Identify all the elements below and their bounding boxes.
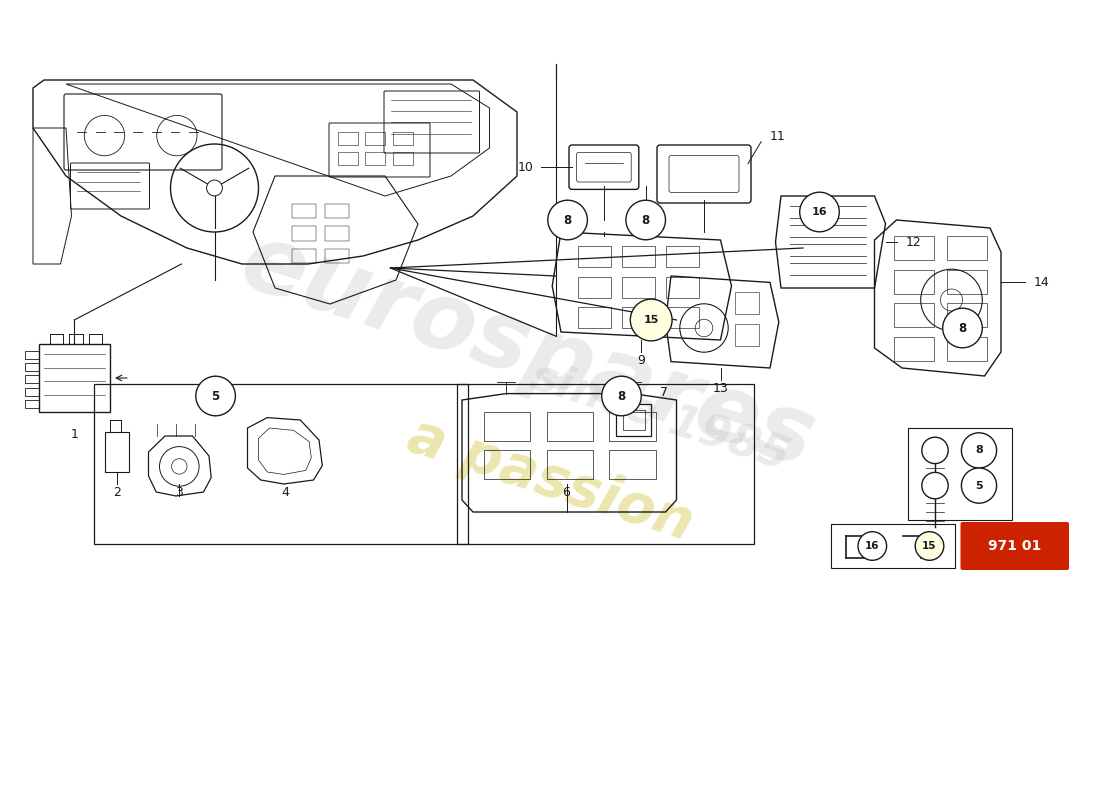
Bar [666,307,698,328]
Text: 15: 15 [922,541,937,551]
Text: 13: 13 [713,382,728,394]
Bar [25,350,39,359]
Bar [324,204,349,218]
Bar [104,432,129,472]
Bar [25,387,39,396]
Bar [484,412,530,441]
Bar [666,246,698,267]
Bar [338,152,358,165]
Bar [621,307,654,328]
Bar [338,132,358,145]
Text: 8: 8 [958,322,967,334]
Bar [894,337,934,361]
Text: 8: 8 [617,390,626,402]
Bar [623,410,645,430]
Text: 12: 12 [905,235,921,249]
Circle shape [922,472,948,499]
Bar [365,152,385,165]
Circle shape [548,200,587,240]
Bar [947,270,987,294]
Bar [292,226,316,241]
Text: 3: 3 [175,486,184,498]
FancyBboxPatch shape [960,522,1069,570]
Circle shape [961,433,997,468]
Bar [616,404,651,436]
Bar [578,307,610,328]
Text: a passion: a passion [400,409,700,551]
Bar [324,226,349,241]
Text: eurospares: eurospares [230,216,826,488]
Circle shape [626,200,666,240]
Bar [735,324,759,346]
Bar [666,277,698,298]
Text: 8: 8 [563,214,572,226]
Text: 8: 8 [641,214,650,226]
Circle shape [858,532,887,560]
Text: 9: 9 [637,354,645,366]
Circle shape [630,299,672,341]
Bar [292,249,316,263]
Circle shape [915,532,944,560]
Bar [324,249,349,263]
Bar [39,344,110,412]
Bar [947,337,987,361]
Text: 11: 11 [770,130,785,142]
Bar [621,277,654,298]
Circle shape [961,468,997,503]
Bar [894,236,934,260]
Text: since 1985: since 1985 [526,354,794,478]
Text: 14: 14 [1034,276,1049,289]
Circle shape [922,437,948,463]
Bar [393,132,412,145]
Text: 5: 5 [976,481,982,490]
Circle shape [943,308,982,348]
Text: 10: 10 [518,161,534,174]
Text: 16: 16 [812,207,827,217]
Bar [484,450,530,479]
Text: 5: 5 [211,390,220,402]
Text: 7: 7 [660,386,668,398]
Text: 4: 4 [280,486,289,498]
Circle shape [196,376,235,416]
Text: 2: 2 [112,486,121,498]
Bar [609,412,656,441]
Bar [578,246,610,267]
Text: 8: 8 [975,446,983,455]
Bar [456,384,754,544]
Bar [547,450,593,479]
Bar [25,400,39,408]
Circle shape [800,192,839,232]
Text: 1: 1 [70,428,78,441]
Bar [292,204,316,218]
Circle shape [602,376,641,416]
Bar [25,375,39,383]
Bar [947,236,987,260]
Text: 6: 6 [562,486,571,498]
Bar [947,303,987,327]
Bar [609,450,656,479]
Bar [94,384,467,544]
Bar [894,303,934,327]
Bar [365,132,385,145]
Bar [735,292,759,314]
Bar [25,363,39,371]
Bar [830,524,955,568]
Bar [621,246,654,267]
Bar [393,152,412,165]
Bar [547,412,593,441]
Bar [894,270,934,294]
Text: 16: 16 [865,541,880,551]
Bar [578,277,610,298]
Text: 971 01: 971 01 [988,539,1042,553]
Text: 15: 15 [644,315,659,325]
Bar [908,428,1012,520]
